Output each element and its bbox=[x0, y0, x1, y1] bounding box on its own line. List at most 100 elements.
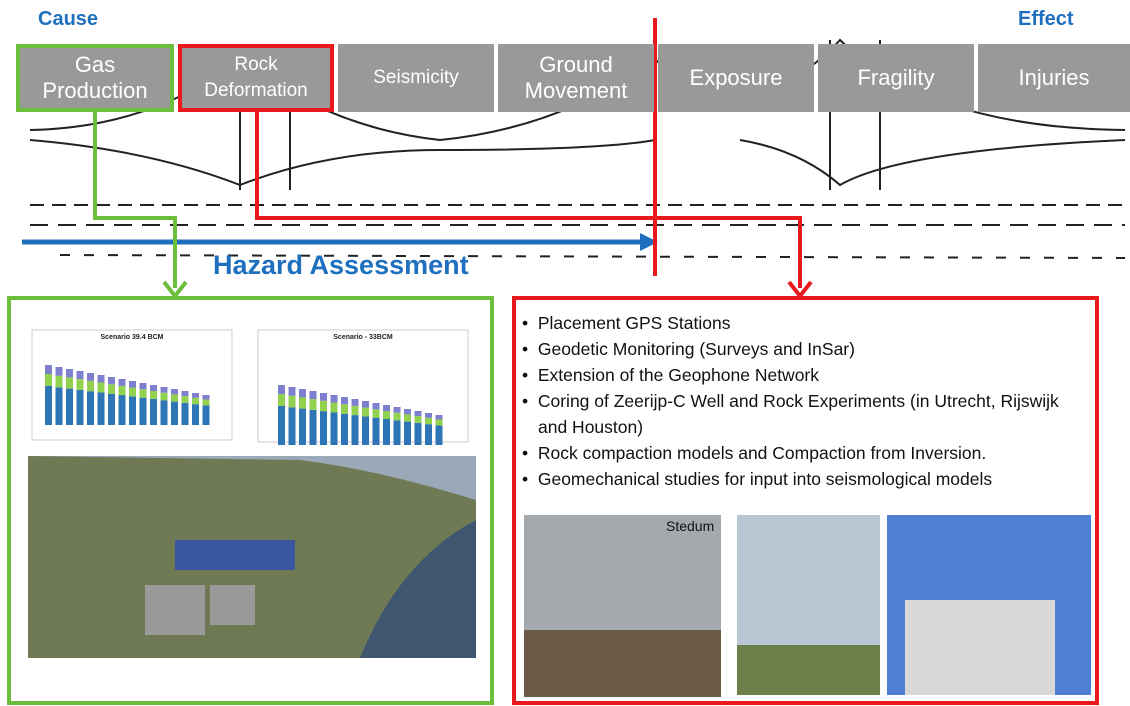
bar-art bbox=[320, 411, 327, 445]
chain-box: Exposure bbox=[658, 44, 814, 112]
bar-art bbox=[436, 415, 443, 420]
bar-art bbox=[161, 387, 168, 393]
bar-art bbox=[66, 389, 73, 425]
bar-art bbox=[394, 413, 401, 421]
bar-art bbox=[56, 387, 63, 425]
bar-art bbox=[98, 375, 105, 383]
bar-art bbox=[320, 393, 327, 401]
bar-art bbox=[299, 389, 306, 397]
chart-title: Scenario - 33BCM bbox=[258, 334, 468, 341]
bar-art bbox=[45, 386, 52, 425]
bar-art bbox=[56, 367, 63, 376]
bar-art bbox=[289, 387, 296, 396]
bar-art bbox=[299, 409, 306, 445]
cause-label: Cause bbox=[38, 8, 98, 31]
bar-art bbox=[436, 426, 443, 446]
bar-art bbox=[404, 409, 411, 414]
bar-art bbox=[352, 406, 359, 415]
bar-art bbox=[119, 386, 126, 395]
bar-art bbox=[310, 391, 317, 399]
bar-art bbox=[87, 373, 94, 381]
photo-caption: Stedum bbox=[666, 518, 714, 534]
bar-art bbox=[203, 395, 210, 400]
chain-box: Injuries bbox=[978, 44, 1130, 112]
bar-art bbox=[341, 414, 348, 445]
bar-art bbox=[108, 394, 115, 425]
chain-box: Seismicity bbox=[338, 44, 494, 112]
bar-art bbox=[415, 423, 422, 445]
bar-art bbox=[362, 401, 369, 408]
chart-title: Scenario 39.4 BCM bbox=[32, 334, 232, 341]
bar-art bbox=[140, 389, 147, 397]
effect-label: Effect bbox=[1018, 8, 1074, 31]
bar-art bbox=[87, 391, 94, 425]
bar-art bbox=[289, 396, 296, 408]
bar-art bbox=[278, 394, 285, 406]
bar-art bbox=[362, 408, 369, 417]
bar-art bbox=[108, 377, 115, 384]
bar-art bbox=[352, 399, 359, 406]
bar-art bbox=[331, 413, 338, 446]
bullet: Geodetic Monitoring (Surveys and InSar) bbox=[522, 336, 1092, 362]
bar-art bbox=[310, 410, 317, 445]
bar-art bbox=[98, 383, 105, 393]
bar-art bbox=[87, 381, 94, 391]
hazard-label: Hazard Assessment bbox=[213, 250, 469, 281]
bar-art bbox=[150, 391, 157, 399]
bar-art bbox=[171, 402, 178, 425]
chain-box: Gas Production bbox=[16, 44, 174, 112]
bar-art bbox=[425, 413, 432, 418]
bar-art bbox=[77, 390, 84, 425]
bar-art bbox=[182, 403, 189, 425]
bar-art bbox=[119, 379, 126, 386]
bullet: Rock compaction models and Compaction fr… bbox=[522, 440, 1092, 466]
building bbox=[145, 585, 205, 635]
chain-box: Rock Deformation bbox=[178, 44, 334, 112]
bar-art bbox=[192, 398, 199, 404]
bar-art bbox=[66, 369, 73, 377]
bar-art bbox=[278, 385, 285, 394]
bar-art bbox=[182, 396, 189, 403]
bar-art bbox=[383, 419, 390, 445]
bar-art bbox=[161, 393, 168, 401]
bar-art bbox=[161, 400, 168, 425]
bar-art bbox=[341, 397, 348, 404]
bar-art bbox=[289, 407, 296, 445]
bar-art bbox=[383, 411, 390, 419]
bar-art bbox=[299, 397, 306, 408]
bar-art bbox=[108, 384, 115, 394]
ground bbox=[737, 645, 880, 695]
bar-art bbox=[362, 416, 369, 445]
bar-art bbox=[331, 403, 338, 413]
bar-art bbox=[140, 398, 147, 425]
bar-art bbox=[150, 399, 157, 425]
bar-art bbox=[171, 394, 178, 401]
bar-art bbox=[425, 418, 432, 424]
bullet: Geomechanical studies for input into sei… bbox=[522, 466, 1092, 492]
bar-art bbox=[203, 400, 210, 406]
bar-art bbox=[77, 379, 84, 390]
bar-art bbox=[436, 420, 443, 426]
ground bbox=[524, 630, 721, 697]
bar-art bbox=[77, 371, 84, 379]
bar-art bbox=[203, 406, 210, 426]
bar-art bbox=[140, 383, 147, 389]
bar-art bbox=[310, 399, 317, 410]
bar-art bbox=[394, 420, 401, 445]
bar-art bbox=[45, 365, 52, 374]
bar-art bbox=[404, 422, 411, 445]
bullet: Placement GPS Stations bbox=[522, 310, 1092, 336]
bar-art bbox=[129, 396, 136, 425]
chain-box: Ground Movement bbox=[498, 44, 654, 112]
bullet: Coring of Zeerijp-C Well and Rock Experi… bbox=[522, 388, 1092, 440]
bar-art bbox=[182, 391, 189, 396]
bar-art bbox=[320, 401, 327, 411]
bar-art bbox=[129, 388, 136, 397]
bar-art bbox=[331, 395, 338, 403]
bar-art bbox=[415, 416, 422, 423]
bar-art bbox=[192, 393, 199, 398]
bullet: Extension of the Geophone Network bbox=[522, 362, 1092, 388]
bar-art bbox=[66, 377, 73, 388]
bullet-list: Placement GPS StationsGeodetic Monitorin… bbox=[522, 310, 1092, 492]
bar-art bbox=[341, 404, 348, 414]
